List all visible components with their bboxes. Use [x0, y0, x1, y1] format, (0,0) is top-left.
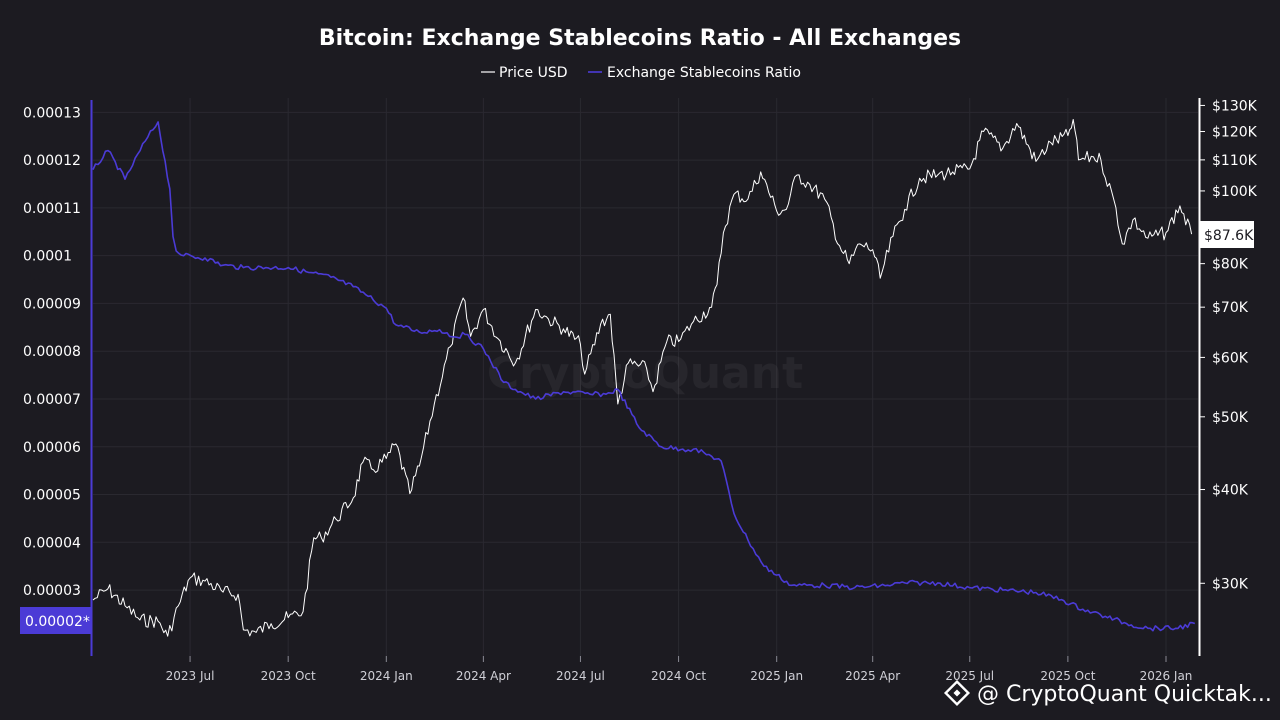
left-current-badge: 0.00002*	[20, 607, 91, 634]
left-tick-label: 0.00005	[23, 488, 81, 504]
chart-title: Bitcoin: Exchange Stablecoins Ratio - Al…	[319, 26, 961, 51]
left-tick-label: 0.0001	[23, 249, 72, 265]
x-tick-label: 2026 Jan	[1140, 669, 1193, 683]
stablecoin-ratio-line	[92, 121, 1196, 632]
right-tick-label: $130K	[1212, 98, 1258, 114]
left-tick-label: 0.00006	[23, 440, 81, 456]
left-tick-label: 0.00004	[23, 535, 81, 551]
legend-label-price[interactable]: Price USD	[499, 65, 568, 81]
x-tick-label: 2024 Jul	[556, 669, 605, 683]
x-tick-label: 2024 Jan	[360, 669, 413, 683]
right-tick-label: $70K	[1212, 300, 1249, 316]
left-tick-label: 0.00009	[23, 296, 81, 312]
right-tick-label: $30K	[1212, 576, 1249, 592]
left-tick-label: 0.00003	[23, 583, 81, 599]
right-current-badge-bg	[1200, 221, 1254, 248]
left-tick-label: 0.00011	[23, 201, 81, 217]
legend-label-ratio[interactable]: Exchange Stablecoins Ratio	[607, 65, 801, 81]
right-tick-label: $80K	[1212, 257, 1249, 273]
right-tick-label: $100K	[1212, 184, 1258, 200]
footer-text: @ CryptoQuant Quicktak...	[977, 682, 1272, 707]
price-usd-line	[92, 119, 1193, 637]
x-tick-label: 2024 Oct	[651, 669, 706, 683]
footer-brand: @ CryptoQuant Quicktak...	[943, 679, 1272, 707]
x-tick-label: 2025 Oct	[1040, 669, 1095, 683]
x-tick-label: 2025 Jul	[945, 669, 994, 683]
right-tick-label: $120K	[1212, 125, 1258, 141]
grid	[93, 98, 1198, 656]
x-tick-label: 2025 Jan	[750, 669, 803, 683]
right-tick-label: $60K	[1212, 350, 1249, 366]
right-tick-label: $50K	[1212, 410, 1249, 426]
x-tick-label: 2023 Jul	[166, 669, 215, 683]
left-current-value: 0.00002*	[25, 614, 90, 630]
right-tick-label: $110K	[1212, 153, 1258, 169]
left-tick-label: 0.00007	[23, 392, 81, 408]
right-current-value: $87.6K	[1204, 228, 1254, 244]
x-axis-ticks: 2023 Jul 2023 Oct 2024 Jan 2024 Apr 2024 Jul…	[166, 656, 1193, 683]
legend[interactable]: Price USD Exchange Stablecoins Ratio	[481, 65, 801, 81]
cryptoquant-logo-icon	[943, 679, 971, 707]
left-tick-label: 0.00012	[23, 153, 81, 169]
left-current-badge-bg	[20, 607, 91, 634]
left-tick-label: 0.00008	[23, 344, 81, 360]
right-current-badge: $87.6K	[1200, 221, 1254, 248]
right-axis-ticks: $130K $120K $110K $100K $80K $70K $60K $50K $40K…	[1199, 98, 1258, 592]
x-tick-label: 2025 Apr	[845, 669, 900, 683]
x-tick-label: 2024 Apr	[456, 669, 511, 683]
right-tick-label: $40K	[1212, 483, 1249, 499]
watermark-text: CryptoQuant	[487, 348, 803, 399]
left-tick-label: 0.00013	[23, 105, 81, 121]
x-tick-label: 2023 Oct	[261, 669, 316, 683]
left-axis-ticks: 0.00013 0.00012 0.00011 0.0001 0.00009 0.0000…	[23, 105, 81, 599]
